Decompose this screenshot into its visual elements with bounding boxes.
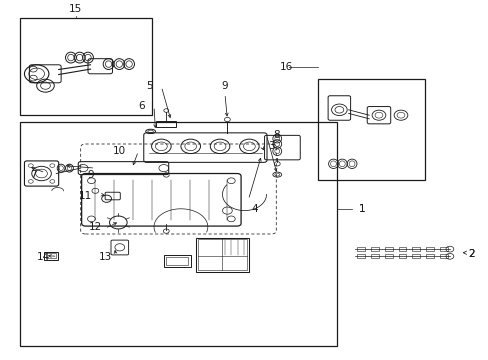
Bar xyxy=(398,247,406,251)
Text: 9: 9 xyxy=(221,81,228,91)
Bar xyxy=(20,18,151,115)
Bar xyxy=(384,247,392,251)
Text: 1: 1 xyxy=(358,204,365,214)
Text: 12: 12 xyxy=(88,222,102,232)
Text: 13: 13 xyxy=(98,252,112,262)
Bar xyxy=(156,121,176,127)
Bar xyxy=(370,254,378,258)
Bar xyxy=(411,247,419,251)
Bar xyxy=(439,247,447,251)
Bar xyxy=(195,238,249,272)
Text: 9: 9 xyxy=(87,170,94,180)
Text: 14: 14 xyxy=(36,252,50,262)
Bar xyxy=(426,254,433,258)
Text: 1: 1 xyxy=(358,204,365,214)
Bar xyxy=(20,122,337,346)
Text: 2: 2 xyxy=(468,249,474,259)
Text: 16: 16 xyxy=(279,62,292,72)
Bar xyxy=(44,252,58,260)
Bar xyxy=(370,247,378,251)
Text: 2: 2 xyxy=(468,249,474,259)
Text: 11: 11 xyxy=(79,191,92,201)
Bar xyxy=(439,254,447,258)
Bar xyxy=(166,257,188,265)
Text: 7: 7 xyxy=(30,170,37,180)
Text: 6: 6 xyxy=(138,101,145,111)
Text: 4: 4 xyxy=(250,204,257,214)
Bar xyxy=(198,239,246,270)
Bar xyxy=(411,254,419,258)
Text: 15: 15 xyxy=(69,4,82,14)
Bar xyxy=(317,79,425,180)
Text: 3: 3 xyxy=(267,141,274,151)
Bar xyxy=(384,254,392,258)
Bar xyxy=(163,255,190,267)
Bar xyxy=(356,254,364,258)
Bar xyxy=(356,247,364,251)
Bar xyxy=(398,254,406,258)
Bar xyxy=(46,253,56,258)
Text: 10: 10 xyxy=(113,146,126,156)
Text: 8: 8 xyxy=(272,130,279,140)
Text: 5: 5 xyxy=(145,81,152,91)
Bar xyxy=(426,247,433,251)
